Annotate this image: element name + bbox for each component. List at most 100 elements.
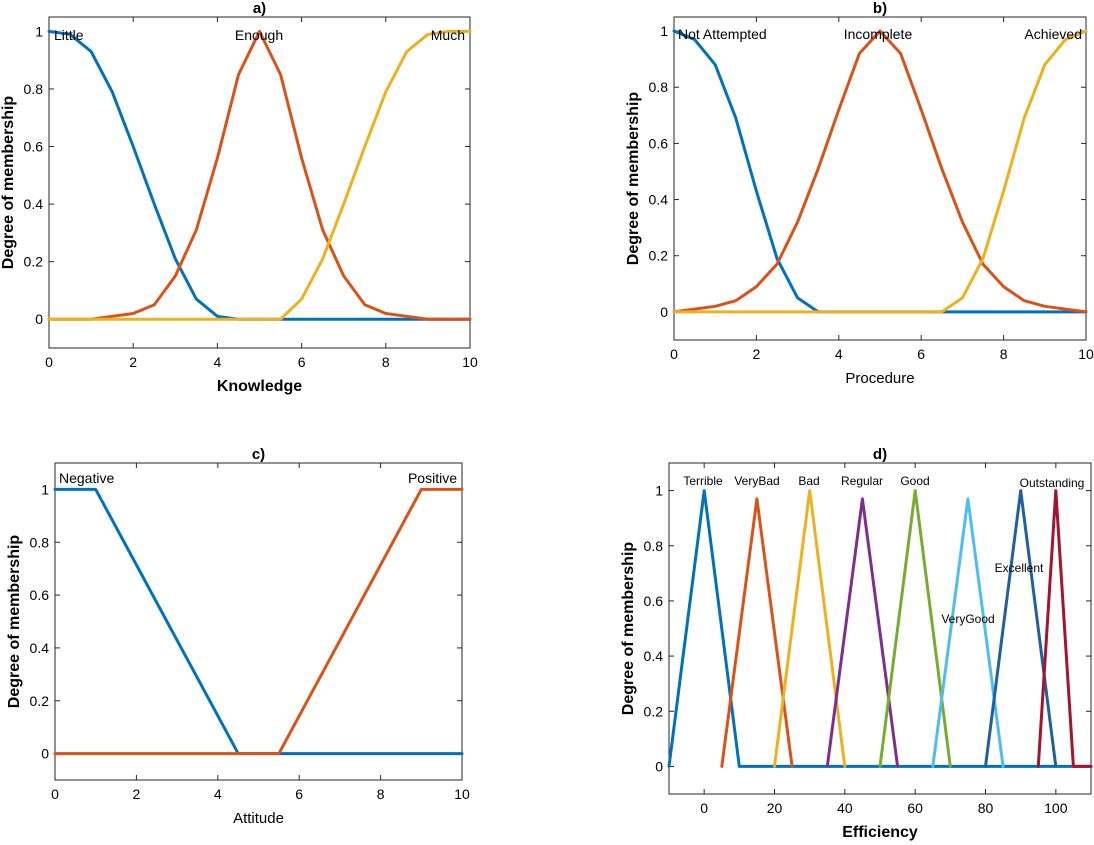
x-axis-label: Efficiency [842,824,918,841]
y-tick-label: 0 [655,758,663,774]
y-tick-label: 0.2 [24,254,44,270]
x-tick-label: 4 [214,354,222,370]
y-tick-label: 0 [35,311,43,327]
y-axis-label: Degree of membership [620,542,637,716]
y-tick-label: 1 [41,481,49,497]
series-line-bad [773,489,847,768]
y-tick-label: 0.8 [24,81,44,97]
y-tick-label: 1 [35,23,43,39]
mf-label: Terrible [683,474,723,488]
y-tick-label: 0.8 [649,79,669,95]
axes-frame [54,462,463,781]
y-tick-label: 0.2 [30,693,50,709]
series-line-negative [53,487,464,756]
chart-title: a) [253,0,266,17]
x-axis-label: Attitude [233,810,284,827]
y-axis-label: Degree of membership [625,92,642,266]
x-tick-label: 0 [700,800,708,816]
mf-label: Achieved [1024,26,1082,42]
mf-label: VeryBad [734,474,779,488]
axes-frame [673,16,1087,341]
series-line-much [47,29,472,321]
x-tick-label: 8 [382,354,390,370]
y-tick-label: 0.6 [649,135,669,151]
y-tick-label: 0.6 [30,587,50,603]
x-axis-label: Knowledge [217,378,302,395]
x-tick-label: 60 [907,800,923,816]
y-tick-label: 0.6 [644,593,664,609]
x-tick-label: 4 [835,346,843,362]
x-tick-label: 2 [129,354,137,370]
x-tick-label: 8 [1000,346,1008,362]
series-line-outstanding [1036,489,1093,768]
mf-label: Regular [841,474,883,488]
series-line-verybad [720,497,794,768]
chart-panel-c: 0 2 4 6 8 10 0 0.2 0.4 0.6 0.8 1 c) Attitude Degree of… [6,446,470,827]
x-tick-label: 10 [462,354,478,370]
chart-panel-d: 0 20 40 60 80 100 0 0.2 0.4 0.6 0.8 1 d) Efficiency De… [620,446,1093,841]
y-tick-label: 0 [660,304,668,320]
series-line-good [878,489,952,768]
y-tick-label: 0.4 [649,192,669,208]
mf-label: Negative [59,470,114,486]
series-line-achieved [672,29,1088,314]
mf-label: VeryGood [941,612,994,626]
axes-frame [48,16,471,349]
series-line-excellent [984,489,1058,768]
chart-title: b) [873,0,887,17]
x-tick-label: 2 [753,346,761,362]
chart-panel-b: 0 2 4 6 8 10 0 0.2 0.4 0.6 0.8 1 b) Procedure Degree o… [625,0,1094,387]
series-line-little [47,29,472,321]
y-tick-label: 0.6 [24,139,44,155]
series-line-enough [47,29,472,321]
x-tick-label: 10 [1078,346,1094,362]
y-tick-label: 0.8 [30,534,50,550]
y-tick-label: 0 [41,746,49,762]
x-tick-label: 20 [767,800,783,816]
x-tick-label: 0 [670,346,678,362]
x-tick-label: 6 [298,354,306,370]
y-tick-label: 1 [655,483,663,499]
y-tick-label: 0.2 [644,703,664,719]
x-axis-label: Procedure [845,370,914,387]
mf-label: Bad [798,474,819,488]
x-tick-label: 2 [133,786,141,802]
mf-label: Enough [235,27,283,43]
x-tick-label: 40 [837,800,853,816]
series-line-regular [825,497,900,768]
x-tick-label: 0 [45,354,53,370]
y-tick-label: 0.2 [649,248,669,264]
y-tick-label: 0.4 [644,648,664,664]
chart-title: d) [873,446,887,463]
mf-label: Positive [408,470,457,486]
y-tick-label: 0.4 [30,640,50,656]
x-tick-label: 10 [454,786,470,802]
series-line-not-attempted [672,29,1088,314]
series-line-terrible [667,489,1093,768]
series-line-incomplete [672,29,1088,314]
mf-label: Outstanding [1020,476,1085,490]
mf-label: Good [900,474,929,488]
x-tick-label: 100 [1044,800,1068,816]
x-tick-label: 8 [377,786,385,802]
mf-label: Little [54,27,84,43]
y-tick-label: 0.8 [644,538,664,554]
x-tick-label: 6 [295,786,303,802]
series-line-verygood [931,497,1005,768]
y-axis-label: Degree of membership [6,535,23,709]
mf-label: Much [431,27,465,43]
series-line-positive [53,487,464,756]
x-tick-label: 80 [978,800,994,816]
mf-label: Excellent [995,561,1044,575]
x-tick-label: 0 [51,786,59,802]
mf-label: Not Attempted [678,26,767,42]
axes-frame [668,462,1092,795]
mf-label: Incomplete [844,26,913,42]
chart-panel-a: 0 2 4 6 8 10 0 0.2 0.4 0.6 0.8 1 a) Knowledge Degree o… [0,0,478,395]
x-tick-label: 4 [214,786,222,802]
y-axis-label: Degree of membership [0,96,17,270]
y-tick-label: 0.4 [24,196,44,212]
x-tick-label: 6 [917,346,925,362]
chart-title: c) [252,446,265,463]
